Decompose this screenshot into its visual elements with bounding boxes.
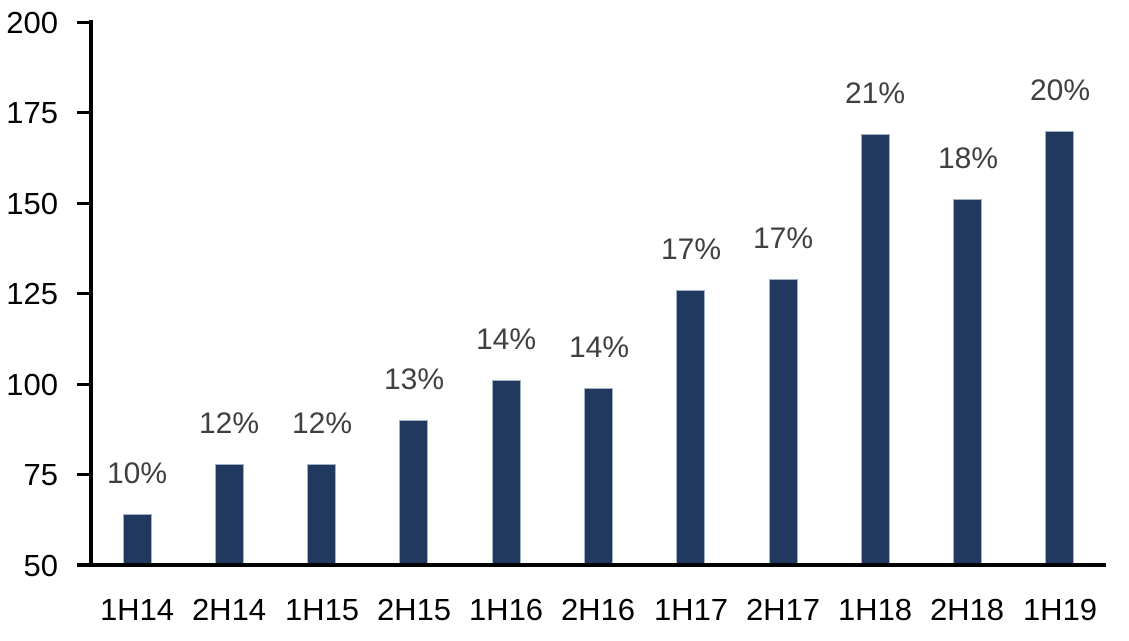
x-tick-label-1h19: 1H19 [1022,592,1098,627]
x-tick-label-2h17: 2H17 [745,592,821,627]
bar-1h15 [307,464,336,565]
bar-value-label: 10% [106,457,168,490]
y-tick-label: 200 [6,5,58,40]
x-tick-label-1h15: 1H15 [284,592,360,627]
bar-1h18 [861,134,890,565]
bar-1h14 [123,514,152,565]
bar-value-label: 12% [198,407,260,440]
y-tick-mark [77,202,89,205]
bar-2h18 [953,199,982,565]
y-axis-line [89,20,93,567]
bar-value-label: 17% [660,233,722,266]
y-tick-label: 100 [6,367,58,402]
y-tick-mark [77,292,89,295]
x-tick-label-2h18: 2H18 [929,592,1005,627]
bar-value-label: 12% [291,407,353,440]
bar-2h15 [399,420,428,565]
bar-2h17 [769,279,798,565]
x-tick-label-2h14: 2H14 [191,592,267,627]
bar-1h16 [492,380,521,565]
y-tick-label: 175 [6,95,58,130]
y-tick-label: 50 [23,548,58,583]
bar-value-label: 21% [844,77,906,110]
bar-value-label: 14% [475,323,537,356]
bar-value-label: 14% [568,331,630,364]
bar-2h14 [215,464,244,565]
bar-value-label: 17% [752,222,814,255]
x-tick-label-1h16: 1H16 [468,592,544,627]
y-tick-label: 75 [23,457,58,492]
x-tick-label-1h18: 1H18 [837,592,913,627]
y-tick-mark [77,473,89,476]
y-tick-mark [77,383,89,386]
x-tick-label-2h15: 2H15 [376,592,452,627]
x-axis-line [77,563,1106,567]
y-tick-label: 150 [6,186,58,221]
y-tick-mark [77,111,89,114]
x-tick-label-1h17: 1H17 [653,592,729,627]
bar-value-label: 20% [1029,74,1091,107]
x-tick-label-2h16: 2H16 [560,592,636,627]
bar-1h17 [676,290,705,565]
x-tick-label-1h14: 1H14 [99,592,175,627]
bar-2h16 [584,388,613,565]
y-tick-label: 125 [6,276,58,311]
bar-1h19 [1045,131,1074,565]
y-tick-mark [77,21,89,24]
bar-value-label: 13% [383,363,445,396]
bar-value-label: 18% [937,142,999,175]
